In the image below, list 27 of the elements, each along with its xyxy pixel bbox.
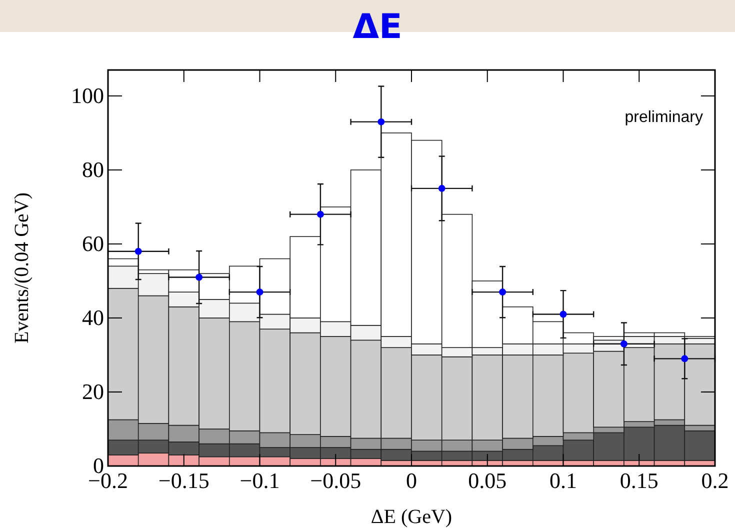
x-tick-label: 0.15 xyxy=(620,468,658,493)
y-tick-label: 20 xyxy=(82,378,104,404)
point xyxy=(438,184,446,192)
y-tick-label: 60 xyxy=(82,230,104,256)
x-tick-label: −0.05 xyxy=(310,468,362,493)
y-tick-label: 100 xyxy=(71,82,104,108)
point xyxy=(681,355,688,362)
x-tick-label: −0.1 xyxy=(240,468,280,493)
x-tick-label: 0 xyxy=(406,468,417,493)
y-tick-label: 40 xyxy=(82,304,104,330)
point xyxy=(499,288,506,296)
x-axis-title: ΔE (GeV) xyxy=(370,506,452,528)
point xyxy=(620,340,628,348)
x-tick-label: 0.05 xyxy=(468,468,507,493)
x-tick-label: −0.15 xyxy=(158,468,210,493)
chart-title: ΔE xyxy=(352,7,402,47)
point xyxy=(256,288,264,296)
x-tick-label: 0.1 xyxy=(550,468,577,493)
point xyxy=(560,310,567,318)
y-tick-label: 80 xyxy=(82,156,104,182)
point xyxy=(134,248,142,255)
annotation: preliminary xyxy=(624,109,703,126)
point xyxy=(378,118,385,126)
point xyxy=(316,210,324,218)
point xyxy=(196,274,203,281)
y-axis-title: Events/(0.04 GeV) xyxy=(11,192,33,344)
x-tick-label: 0.2 xyxy=(701,468,729,493)
